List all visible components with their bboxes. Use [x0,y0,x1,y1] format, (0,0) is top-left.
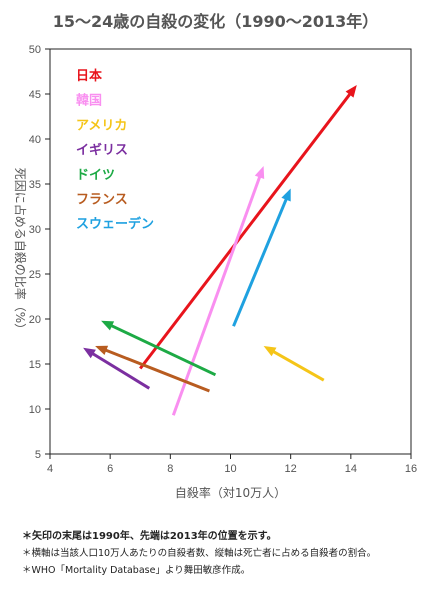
arrow-6 [232,188,291,327]
footnote-arrow-explanation: ＊矢印の末尾は1990年、先端は2013年の位置を示す。 [22,531,277,542]
arrow-shaft [232,197,289,327]
arrow-3 [83,347,151,390]
y-tick-label: 25 [29,269,41,281]
y-axis-label: 死因に占める自殺の比率（%） [13,168,28,335]
series-layer [83,85,357,416]
y-tick-label: 35 [29,179,41,191]
y-tick-label: 10 [29,404,41,416]
arrow-head [263,346,277,357]
legend-entry: フランス [76,193,128,208]
arrow-shaft [90,351,151,390]
chart-title: 15〜24歳の自殺の変化（1990〜2013年） [52,12,379,31]
x-tick-label: 12 [285,463,297,475]
arrow-shaft [109,323,217,377]
x-tick-label: 10 [224,463,236,475]
footnote-axis-explanation: ＊横軸は当該人口10万人あたりの自殺者数、縦軸は死亡者に占める自殺者の割合。 [22,548,377,559]
arrow-head [101,320,115,331]
y-tick-label: 30 [29,224,41,236]
footnote-source: ＊WHO「Mortality Database」より舞田敏彦作成。 [22,565,251,576]
arrow-shaft [103,348,210,393]
footnotes: ＊矢印の末尾は1990年、先端は2013年の位置を示す。 ＊横軸は当該人口10万… [22,528,422,579]
legend-entry: スウェーデン [76,216,154,232]
x-tick-label: 16 [405,463,417,475]
y-tick-label: 40 [29,134,41,146]
x-tick-label: 8 [167,463,173,475]
arrow-4 [101,320,217,377]
legend-entry: ドイツ [76,168,115,183]
y-tick-label: 45 [29,89,41,101]
arrow-head [95,345,109,355]
arrow-head [254,166,265,179]
arrow-head [281,188,291,202]
y-tick-label: 50 [29,44,41,56]
arrow-shaft [139,92,352,370]
y-tick-label: 20 [29,314,41,326]
arrow-0 [139,85,357,370]
arrow-1 [171,166,265,416]
x-axis-label: 自殺率（対10万人） [175,485,286,500]
arrow-head [345,85,357,98]
arrow-2 [263,346,325,382]
y-tick-label: 15 [29,359,41,371]
x-tick-label: 6 [107,463,113,475]
x-tick-label: 4 [47,463,53,475]
legend-entry: イギリス [76,142,128,158]
legend-entry: アメリカ [76,118,127,133]
axes-layer: 4 6 8 10 12 14 16 5 10 15 20 25 30 35 40 45 50 自殺率（対10万人）… [13,44,417,500]
x-tick-label: 14 [345,463,357,475]
arrow-shaft [171,174,262,416]
arrow-5 [95,345,210,393]
arrow-chart: 4 6 8 10 12 14 16 5 10 15 20 25 30 35 40 45 50 自殺率（対10万人）… [13,44,417,500]
y-tick-label: 5 [35,449,41,461]
arrow-shaft [271,349,325,382]
arrow-head [83,347,96,359]
legend-entry: 韓国 [76,93,102,109]
legend-entry: 日本 [76,68,102,84]
